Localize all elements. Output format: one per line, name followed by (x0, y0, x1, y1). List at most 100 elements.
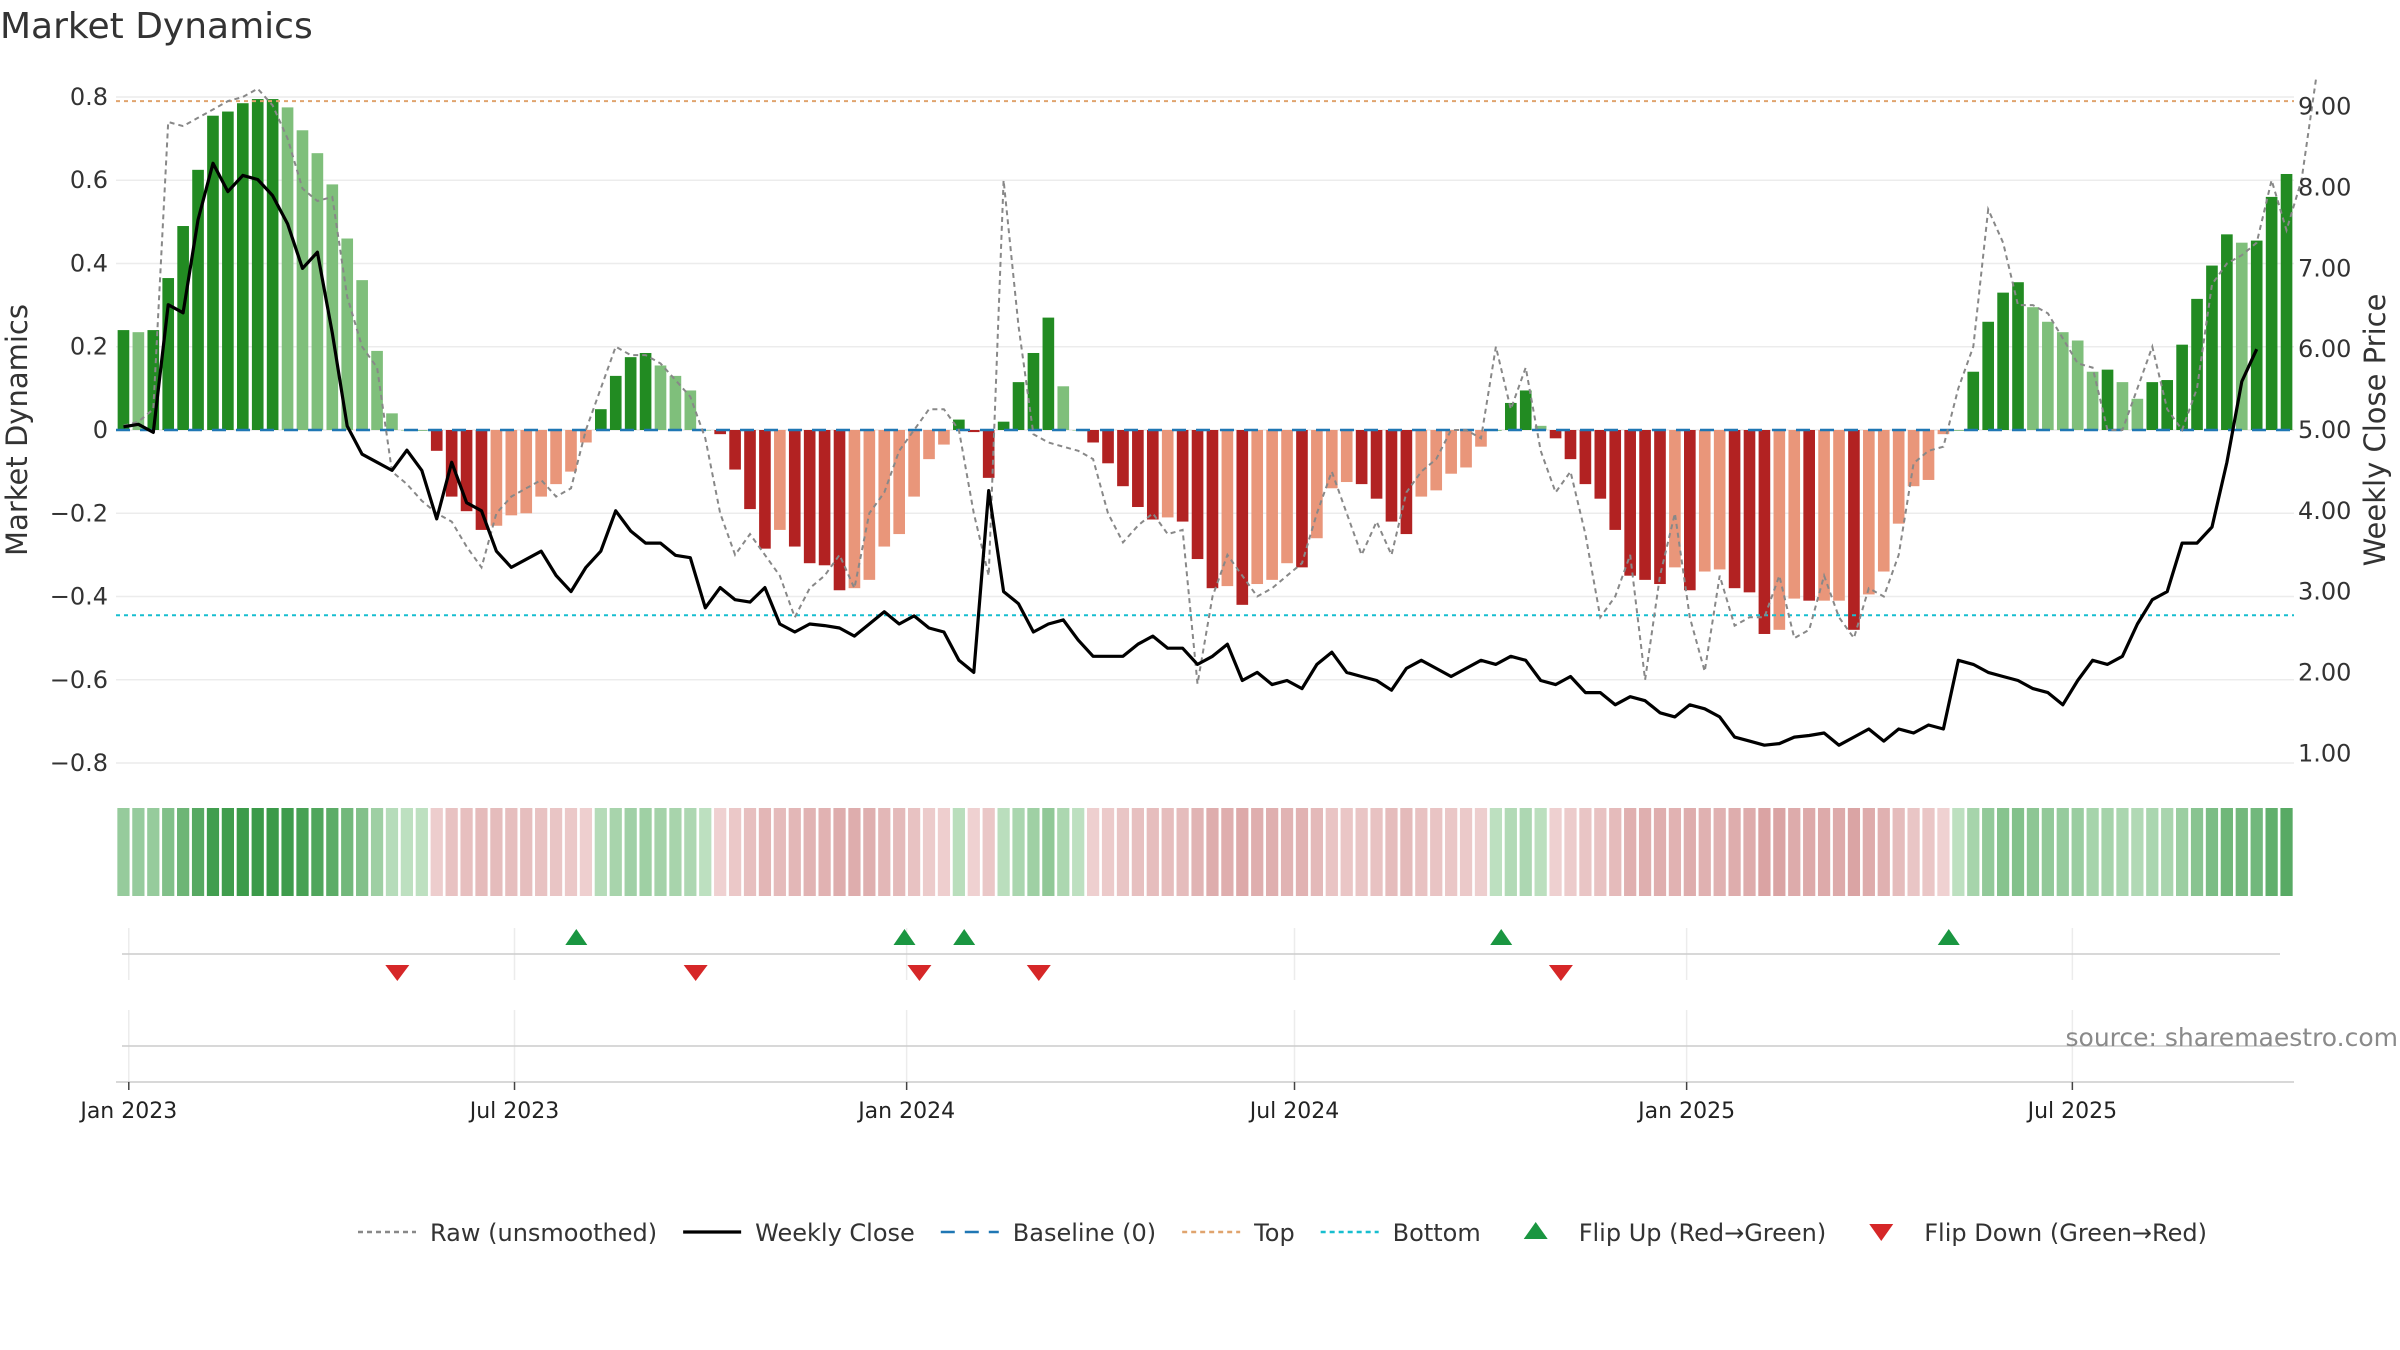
strip-cell (743, 808, 757, 896)
strip-cell (251, 808, 264, 896)
bar (2027, 307, 2039, 430)
strip-cell (1370, 808, 1383, 896)
bar (1863, 430, 1875, 595)
strip-cell (221, 808, 234, 896)
strip-cell (1937, 808, 1950, 896)
x-tick-label: Jul 2025 (2026, 1099, 2118, 1124)
bar (1922, 430, 1935, 480)
bar (147, 330, 160, 430)
strip-cell (1385, 808, 1398, 896)
bar (669, 375, 682, 430)
legend-label: Bottom (1393, 1219, 1481, 1247)
bar (1415, 430, 1428, 497)
bar (1087, 430, 1099, 443)
bar (550, 430, 562, 485)
bar (1877, 430, 1890, 572)
strip-cell (147, 808, 160, 896)
strip-cell (206, 808, 220, 896)
bar (1788, 430, 1801, 599)
strip-cell (2026, 808, 2040, 896)
strip-cell (1266, 808, 1279, 896)
bar (1833, 430, 1845, 601)
bar (177, 226, 189, 430)
strip-cell (907, 808, 921, 896)
legend-item: Bottom (1320, 1219, 1481, 1247)
legend-label: Weekly Close (755, 1219, 915, 1247)
y2-tick-label: 5.00 (2298, 416, 2351, 444)
bar (1370, 430, 1383, 499)
strip-cell (370, 808, 384, 896)
bar (1579, 430, 1592, 485)
bar (1982, 321, 1995, 430)
strip-cell (2176, 808, 2189, 896)
bar (1445, 430, 1457, 474)
strip-cell (1206, 808, 1219, 896)
momentum-bars (117, 99, 2293, 634)
strip-cell (1474, 808, 1488, 896)
bar (1400, 430, 1413, 535)
strip-cell (1236, 808, 1249, 896)
strip-cell (579, 808, 593, 896)
bar (774, 430, 786, 530)
y-tick-label: 0.6 (70, 166, 108, 194)
bar (908, 430, 920, 497)
bar (2161, 380, 2174, 430)
y-tick-label: 0 (93, 416, 108, 444)
strip-cell (1161, 808, 1174, 896)
bar (953, 419, 965, 430)
bar (1132, 430, 1144, 508)
strip-cell (1430, 808, 1443, 896)
strip-cell (758, 808, 772, 896)
bar (1176, 430, 1189, 522)
bar (565, 430, 577, 472)
y-tick-label: −0.8 (50, 749, 108, 777)
bar (1266, 430, 1278, 580)
strip-cell (639, 808, 652, 896)
bar (2042, 321, 2054, 430)
strip-cell (236, 808, 249, 896)
bar (1952, 430, 1965, 431)
strip-cell (1310, 808, 1323, 896)
strip-cell (1042, 808, 1055, 896)
legend-item: Top (1182, 1219, 1295, 1247)
strip-cell (1996, 808, 2010, 896)
strip-cell (1012, 808, 1025, 896)
strip-cell (1832, 808, 1846, 896)
flip-up-marker (953, 929, 976, 945)
strip-cell (937, 808, 951, 896)
y2-tick-label: 9.00 (2298, 93, 2351, 121)
x-tick-label: Jan 2023 (78, 1099, 177, 1124)
bar (192, 169, 204, 431)
strip-cell (1027, 808, 1040, 896)
strip-cell (460, 808, 473, 896)
bar (1206, 430, 1219, 589)
y-tick-label: −0.6 (50, 666, 108, 694)
bar (1758, 430, 1771, 634)
y2-tick-label: 6.00 (2298, 335, 2351, 363)
bar (729, 430, 741, 470)
strip-cell (594, 808, 607, 896)
strip-cell (1504, 808, 1517, 896)
bar (2176, 344, 2188, 430)
strip-cell (1176, 808, 1189, 896)
left-axis-ticks: 0.8 0.6 0.4 0.2 0 −0.2 −0.4 −0.6 −0.8 (50, 83, 108, 777)
strip-cell (311, 808, 324, 896)
bar (222, 111, 234, 430)
bar (1012, 382, 1025, 430)
bar (1281, 430, 1293, 564)
bar (2191, 298, 2203, 430)
bar (1937, 430, 1950, 435)
bar (1534, 425, 1547, 430)
strip-cell (684, 808, 697, 896)
strip-cell (1519, 808, 1532, 896)
strip-cell (1862, 808, 1875, 896)
strip-cell (1579, 808, 1592, 896)
strip-cell (2131, 808, 2144, 896)
strip-cell (1982, 808, 1995, 896)
bar (460, 430, 473, 512)
strip-cell (997, 808, 1010, 896)
strip-cell (400, 808, 414, 896)
bar (878, 430, 891, 547)
bar (1161, 430, 1174, 518)
strip-cell (1116, 808, 1130, 896)
